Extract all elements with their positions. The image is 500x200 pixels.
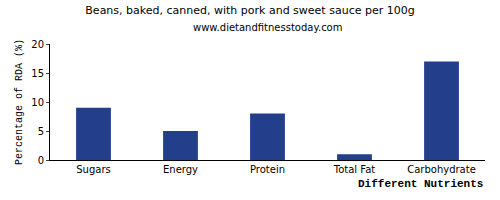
svg-text:Different Nutrients: Different Nutrients — [358, 178, 483, 190]
svg-text:Carbohydrate: Carbohydrate — [407, 164, 476, 175]
svg-text:10: 10 — [31, 97, 44, 108]
svg-text:20: 20 — [31, 39, 44, 50]
svg-text:Total Fat: Total Fat — [333, 164, 375, 175]
svg-text:15: 15 — [31, 68, 44, 79]
svg-text:Sugars: Sugars — [76, 164, 110, 175]
svg-text:Energy: Energy — [163, 164, 198, 175]
svg-text:Percentage of RDA (%): Percentage of RDA (%) — [14, 39, 25, 165]
svg-text:Beans, baked, canned, with por: Beans, baked, canned, with pork and swee… — [85, 4, 414, 17]
svg-text:0: 0 — [38, 155, 44, 166]
svg-text:5: 5 — [38, 126, 44, 137]
svg-text:Protein: Protein — [250, 164, 285, 175]
svg-text:www.dietandfitnesstoday.com: www.dietandfitnesstoday.com — [193, 22, 342, 33]
